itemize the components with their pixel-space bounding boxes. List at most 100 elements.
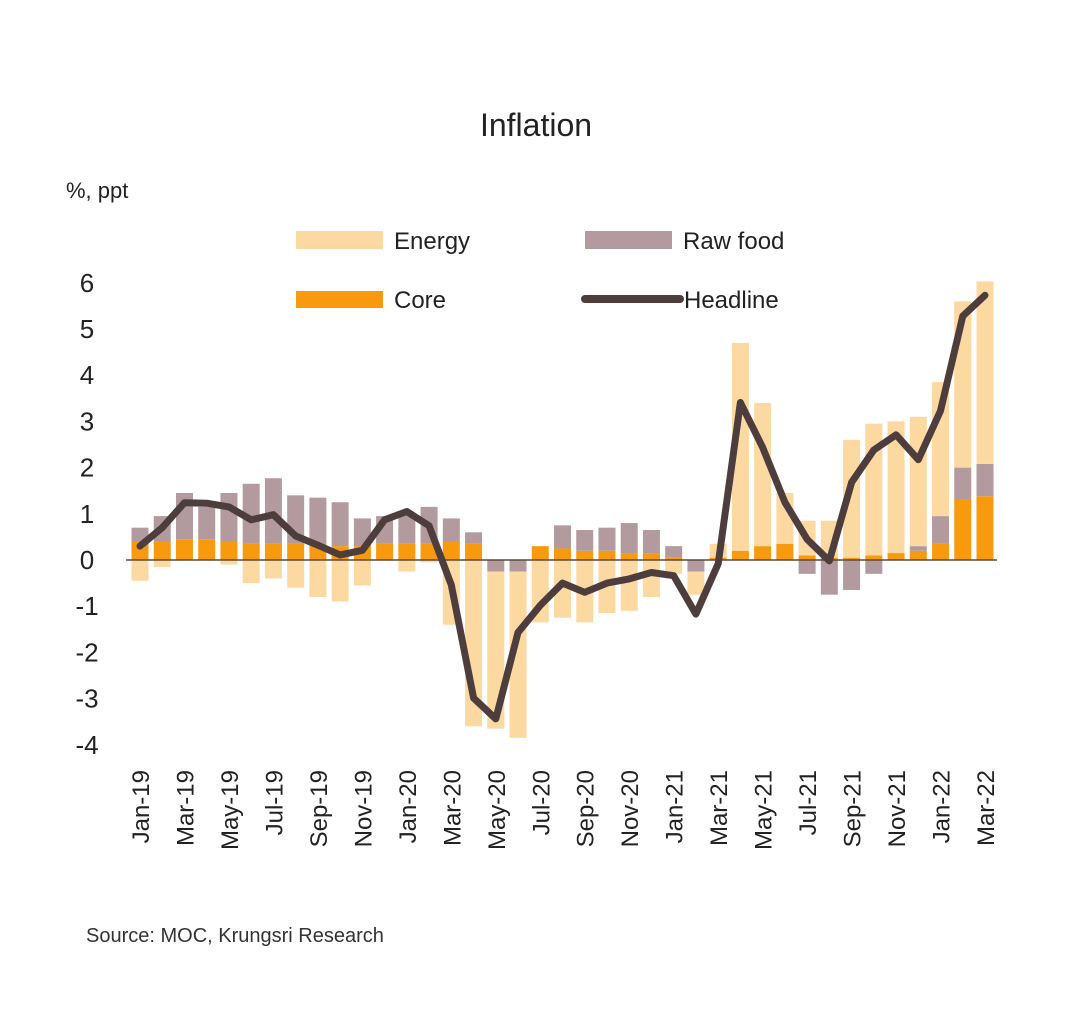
x-tick-label: May-19 bbox=[217, 770, 244, 850]
bar-raw-food-may-19 bbox=[220, 493, 238, 542]
bar-core-jan-20 bbox=[398, 543, 416, 560]
x-tick-label: Mar-22 bbox=[973, 770, 1000, 846]
bar-raw-food-jan-21 bbox=[665, 546, 683, 558]
bar-raw-food-aug-21 bbox=[820, 560, 838, 595]
x-tick-label: Jan-19 bbox=[128, 770, 155, 843]
bar-core-dec-20 bbox=[642, 553, 660, 560]
bar-raw-food-jun-20 bbox=[509, 560, 527, 572]
bar-energy-jan-20 bbox=[398, 560, 416, 572]
x-tick-label: Mar-19 bbox=[172, 770, 199, 846]
bar-energy-feb-20 bbox=[420, 560, 438, 563]
legend-item-headline: Headline bbox=[581, 287, 779, 314]
y-tick-label: 6 bbox=[80, 268, 94, 298]
x-tick-label: Sep-20 bbox=[573, 770, 600, 847]
x-tick-label: Jul-20 bbox=[528, 770, 555, 835]
bar-raw-food-oct-20 bbox=[598, 527, 616, 551]
bar-core-mar-22 bbox=[976, 496, 994, 560]
bar-raw-food-jun-19 bbox=[242, 483, 260, 544]
bar-core-dec-21 bbox=[909, 550, 927, 560]
bar-energy-feb-21 bbox=[687, 571, 705, 595]
legend-item-energy: Energy bbox=[296, 228, 470, 255]
y-tick-label: 4 bbox=[80, 360, 94, 390]
bar-energy-mar-22 bbox=[976, 281, 994, 464]
x-tick-label: Mar-21 bbox=[706, 770, 733, 846]
legend-item-raw-food: Raw food bbox=[585, 228, 784, 255]
legend-item-core: Core bbox=[296, 287, 446, 314]
bar-core-feb-22 bbox=[954, 499, 972, 560]
bar-energy-apr-21 bbox=[731, 342, 749, 551]
bar-energy-jun-19 bbox=[242, 560, 260, 584]
bar-raw-food-sep-21 bbox=[843, 560, 861, 591]
bar-raw-food-nov-20 bbox=[620, 523, 638, 554]
y-tick-label: -4 bbox=[75, 730, 98, 760]
bar-core-oct-20 bbox=[598, 550, 616, 560]
x-tick-label: Jan-22 bbox=[929, 770, 956, 843]
bar-core-dec-19 bbox=[376, 543, 394, 560]
bar-raw-food-apr-20 bbox=[465, 532, 483, 544]
bar-core-jun-21 bbox=[776, 543, 794, 560]
bar-core-aug-20 bbox=[554, 548, 571, 560]
bar-core-aug-19 bbox=[287, 543, 305, 560]
legend-swatch-raw-food bbox=[585, 231, 672, 249]
bar-energy-aug-20 bbox=[554, 560, 571, 618]
bar-core-jul-20 bbox=[531, 546, 549, 560]
bar-raw-food-feb-21 bbox=[687, 560, 705, 572]
bar-energy-jun-20 bbox=[509, 571, 527, 738]
bar-core-apr-20 bbox=[465, 543, 483, 560]
x-tick-label: Nov-21 bbox=[884, 770, 911, 847]
bar-raw-food-may-20 bbox=[487, 560, 505, 572]
bar-raw-food-jan-22 bbox=[932, 516, 950, 544]
bar-core-feb-20 bbox=[420, 543, 438, 560]
x-tick-label: Jan-21 bbox=[662, 770, 689, 843]
y-tick-label: 0 bbox=[80, 545, 94, 575]
bar-raw-food-oct-21 bbox=[865, 560, 883, 574]
bars bbox=[131, 281, 994, 738]
bar-energy-jul-19 bbox=[264, 560, 282, 579]
y-tick-label: -2 bbox=[75, 637, 98, 667]
bar-raw-food-jan-20 bbox=[398, 513, 416, 544]
bar-energy-may-21 bbox=[754, 402, 772, 547]
headline-line-layer bbox=[136, 291, 989, 723]
bar-core-jan-22 bbox=[932, 543, 950, 560]
legend-label-energy: Energy bbox=[394, 228, 470, 255]
bar-raw-food-feb-22 bbox=[954, 467, 972, 500]
source-note: Source: MOC, Krungsri Research bbox=[86, 925, 384, 947]
bar-raw-food-mar-20 bbox=[442, 518, 460, 542]
bar-core-jan-21 bbox=[665, 557, 683, 560]
y-tick-label: 3 bbox=[80, 406, 94, 436]
legend: Energy Raw food Core Headline bbox=[296, 228, 784, 314]
x-tick-label: Sep-21 bbox=[840, 770, 867, 847]
bar-raw-food-sep-20 bbox=[576, 529, 594, 551]
x-tick-label: Jan-20 bbox=[395, 770, 422, 843]
x-axis: Jan-19 Mar-19 May-19 Jul-19 Sep-19 Nov-19 Jan-… bbox=[128, 770, 1000, 850]
bar-raw-food-dec-21 bbox=[909, 546, 927, 551]
legend-swatch-energy bbox=[296, 231, 383, 249]
y-axis-unit-label: %, ppt bbox=[66, 178, 128, 203]
bar-energy-sep-21 bbox=[843, 439, 861, 558]
x-tick-label: Jul-19 bbox=[261, 770, 288, 835]
bar-core-jul-19 bbox=[264, 543, 282, 560]
bar-energy-nov-21 bbox=[887, 421, 905, 554]
legend-label-headline: Headline bbox=[684, 287, 779, 314]
bar-raw-food-oct-19 bbox=[331, 502, 349, 547]
bar-energy-nov-20 bbox=[620, 560, 638, 611]
bar-energy-may-19 bbox=[220, 560, 238, 565]
bar-raw-food-jul-21 bbox=[798, 560, 816, 574]
x-tick-label: Sep-19 bbox=[306, 770, 333, 847]
bar-core-nov-20 bbox=[620, 553, 638, 560]
bar-energy-dec-21 bbox=[909, 416, 927, 547]
bar-energy-aug-19 bbox=[287, 560, 305, 588]
y-axis: 6 5 4 3 2 1 0 -1 -2 -3 -4 bbox=[75, 268, 98, 760]
bar-raw-food-aug-20 bbox=[554, 525, 571, 549]
bar-energy-nov-19 bbox=[353, 560, 371, 586]
bar-core-mar-19 bbox=[175, 539, 193, 560]
bar-energy-oct-19 bbox=[331, 560, 349, 602]
bar-raw-food-mar-22 bbox=[976, 463, 994, 497]
bar-raw-food-dec-20 bbox=[642, 529, 660, 554]
y-tick-label: 1 bbox=[80, 499, 94, 529]
x-tick-label: May-20 bbox=[484, 770, 511, 850]
bar-core-may-19 bbox=[220, 541, 238, 560]
bar-energy-jan-19 bbox=[131, 560, 149, 581]
bar-energy-jan-21 bbox=[665, 560, 683, 574]
